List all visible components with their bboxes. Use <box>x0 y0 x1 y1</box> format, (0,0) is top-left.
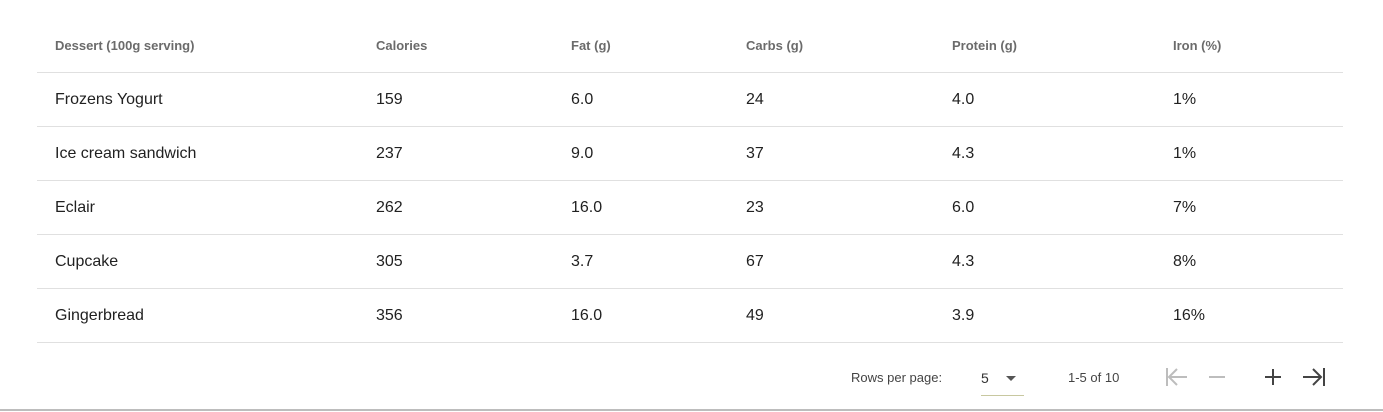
bottom-divider <box>0 409 1383 411</box>
previous-page-button[interactable] <box>1203 363 1231 391</box>
last-page-button[interactable] <box>1300 363 1328 391</box>
column-header-protein[interactable]: Protein (g) <box>952 37 1017 53</box>
cell-fat: 3.7 <box>571 252 594 270</box>
cell-carbs: 67 <box>746 252 764 270</box>
cell-protein: 6.0 <box>952 198 975 216</box>
plus-icon <box>1265 369 1281 385</box>
first-page-icon <box>1166 368 1187 386</box>
rows-per-page-value: 5 <box>981 370 989 386</box>
cell-carbs: 37 <box>746 144 764 162</box>
cell-iron: 8% <box>1173 252 1197 270</box>
cell-calories: 237 <box>376 144 403 162</box>
cell-fat: 16.0 <box>571 306 603 324</box>
cell-dessert: Gingerbread <box>55 306 144 324</box>
cell-iron: 1% <box>1173 90 1197 108</box>
cell-dessert: Eclair <box>55 198 96 216</box>
cell-fat: 16.0 <box>571 198 603 216</box>
cell-fat: 6.0 <box>571 90 594 108</box>
column-header-iron[interactable]: Iron (%) <box>1173 37 1222 53</box>
cell-protein: 4.3 <box>952 144 975 162</box>
next-page-button[interactable] <box>1259 363 1287 391</box>
column-header-calories[interactable]: Calories <box>376 37 428 53</box>
table-row[interactable]: Ice cream sandwich 237 9.0 37 4.3 1% <box>37 127 1343 181</box>
table-pagination: Rows per page: 5 1-5 of 10 <box>0 343 1383 410</box>
cell-calories: 356 <box>376 306 403 324</box>
cell-fat: 9.0 <box>571 144 594 162</box>
rows-per-page-label: Rows per page: <box>851 370 943 385</box>
cell-dessert: Frozens Yogurt <box>55 90 163 108</box>
column-header-fat[interactable]: Fat (g) <box>571 37 611 53</box>
cell-iron: 16% <box>1173 306 1206 324</box>
cell-dessert: Ice cream sandwich <box>55 144 197 162</box>
cell-protein: 3.9 <box>952 306 975 324</box>
cell-calories: 305 <box>376 252 403 270</box>
table-row[interactable]: Gingerbread 356 16.0 49 3.9 16% <box>37 289 1343 343</box>
cell-dessert: Cupcake <box>55 252 119 270</box>
first-page-button[interactable] <box>1162 363 1190 391</box>
cell-calories: 262 <box>376 198 403 216</box>
chevron-down-icon <box>1006 376 1016 381</box>
table-row[interactable]: Eclair 262 16.0 23 6.0 7% <box>37 181 1343 235</box>
column-header-carbs[interactable]: Carbs (g) <box>746 37 804 53</box>
cell-iron: 7% <box>1173 198 1197 216</box>
last-page-icon <box>1303 368 1325 386</box>
cell-carbs: 24 <box>746 90 764 108</box>
cell-calories: 159 <box>376 90 403 108</box>
cell-protein: 4.3 <box>952 252 975 270</box>
cell-carbs: 49 <box>746 306 764 324</box>
data-table: Dessert (100g serving) Calories Fat (g) … <box>37 18 1343 343</box>
table-row[interactable]: Frozens Yogurt 159 6.0 24 4.0 1% <box>37 73 1343 127</box>
cell-protein: 4.0 <box>952 90 975 108</box>
rows-per-page-select[interactable]: 5 <box>981 361 1024 396</box>
table-row[interactable]: Cupcake 305 3.7 67 4.3 8% <box>37 235 1343 289</box>
cell-carbs: 23 <box>746 198 764 216</box>
minus-icon <box>1209 376 1225 378</box>
column-header-dessert[interactable]: Dessert (100g serving) <box>55 37 195 53</box>
cell-iron: 1% <box>1173 144 1197 162</box>
page-range-label: 1-5 of 10 <box>1068 370 1120 385</box>
table-header-row: Dessert (100g serving) Calories Fat (g) … <box>37 18 1343 73</box>
